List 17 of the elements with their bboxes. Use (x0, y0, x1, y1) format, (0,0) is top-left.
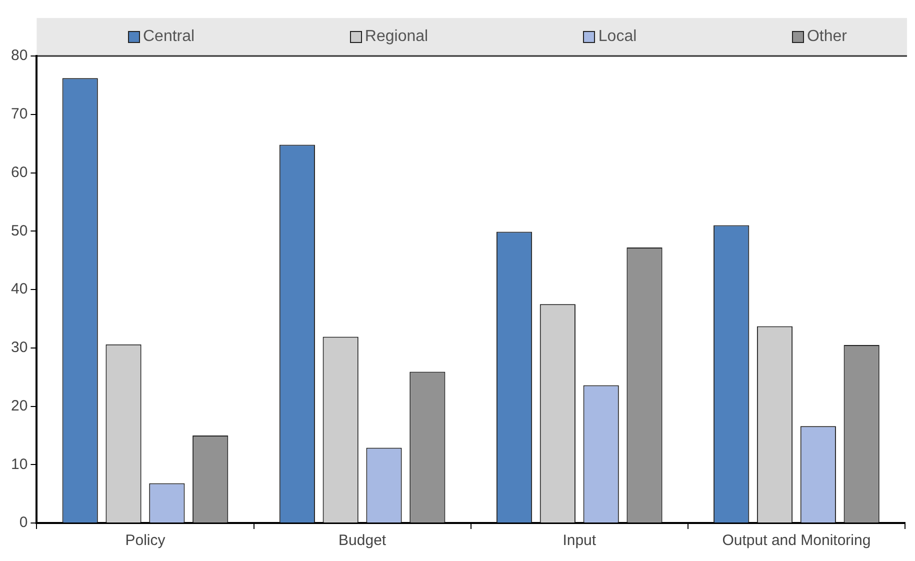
y-tick-label: 10 (10, 456, 28, 473)
y-tick-label: 20 (10, 397, 28, 414)
x-tick-label: Budget (338, 532, 387, 550)
x-tick-label: Input (562, 532, 597, 550)
y-tick-label: 70 (10, 106, 28, 123)
y-tick-label: 80 (10, 47, 28, 64)
y-tick-label: 30 (10, 339, 28, 356)
legend-label: Other (806, 28, 847, 46)
y-tick-label: 50 (10, 222, 28, 240)
y-tick-label: 40 (10, 280, 28, 298)
legend-label: Regional (364, 28, 428, 46)
legend-label: Local (598, 28, 637, 46)
y-tick-label: 0 (19, 514, 28, 532)
x-tick-label: Policy (125, 532, 166, 550)
legend-label: Central (143, 28, 195, 46)
x-tick-label: Output and Monitoring (722, 532, 871, 550)
y-tick-label: 60 (10, 164, 28, 181)
